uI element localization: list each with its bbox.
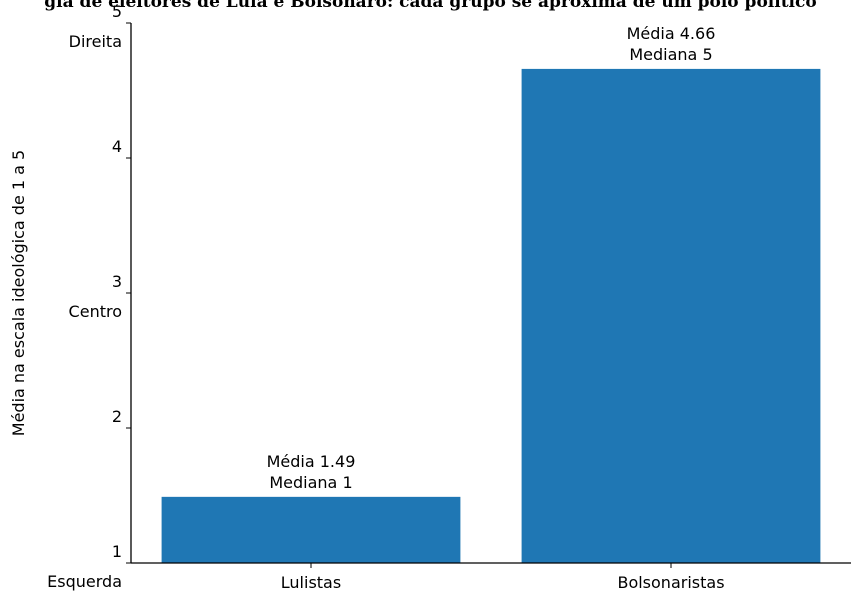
y-tick-label: 1 [112, 542, 122, 561]
y-tick-label: 5 [112, 2, 122, 21]
y-tick-label: 3 [112, 272, 122, 291]
chart-title: gia de eleitores de Lula e Bolsonaro: ca… [44, 0, 817, 12]
y-tick-label: 4 [112, 137, 122, 156]
x-tick-label: Bolsonaristas [617, 573, 724, 592]
y-axis-label: Média na escala ideológica de 1 a 5 [9, 150, 28, 436]
bar-lulistas [161, 496, 461, 563]
bar-label: Mediana 1 [269, 473, 352, 492]
bar-label: Mediana 5 [629, 45, 712, 64]
y-tick-label: 2 [112, 407, 122, 426]
bar-label: Média 1.49 [267, 452, 356, 471]
bar-label: Média 4.66 [627, 24, 716, 43]
x-tick-label: Lulistas [281, 573, 341, 592]
bar-bolsonaristas [521, 68, 821, 564]
scale-label-direita: Direita [69, 32, 122, 51]
scale-label-centro: Centro [69, 302, 122, 321]
scale-label-esquerda: Esquerda [47, 572, 122, 591]
